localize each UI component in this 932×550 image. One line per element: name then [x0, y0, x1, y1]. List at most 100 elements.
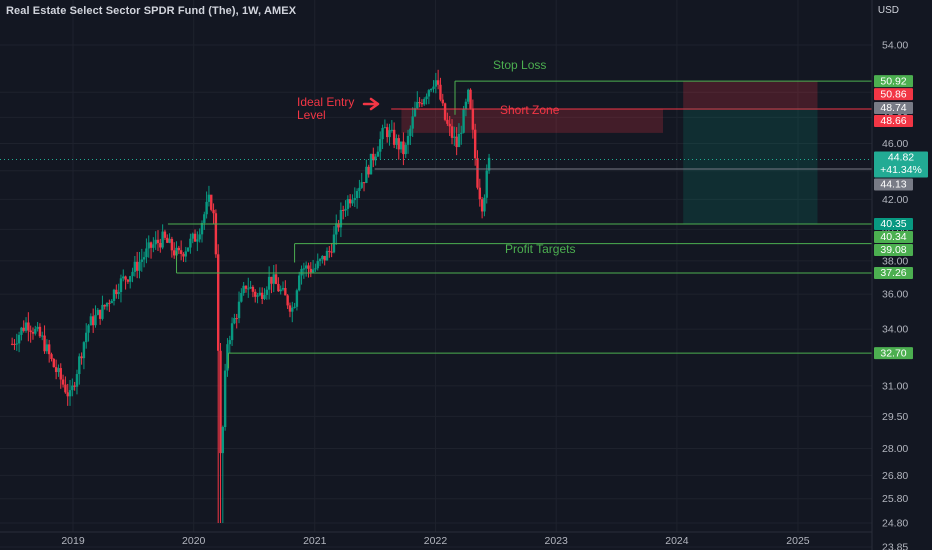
- candle-body: [367, 166, 370, 175]
- candle-body: [293, 306, 296, 308]
- y-tick-label: 31.00: [882, 380, 908, 392]
- price-label-text: 48.66: [880, 115, 906, 127]
- price-change-text: +41.34%: [880, 164, 922, 176]
- candle-body: [372, 153, 375, 161]
- candle-body: [300, 268, 303, 276]
- candle-body: [226, 344, 229, 371]
- price-label-badge: [874, 230, 913, 243]
- horizontal-lines-layer: [0, 80, 872, 369]
- candle-body: [29, 330, 32, 333]
- candle-body: [328, 250, 331, 252]
- candle-body: [59, 368, 62, 380]
- profit-targets-label: Profit Targets: [505, 242, 575, 256]
- candle-body: [24, 322, 28, 331]
- candle-body: [73, 385, 76, 387]
- candle-body: [198, 234, 201, 240]
- candle-body: [36, 326, 39, 329]
- price-label-badge: [874, 217, 913, 230]
- candle-body: [105, 302, 109, 307]
- candle-body: [323, 255, 326, 261]
- candle-body: [135, 261, 139, 271]
- candle-body: [485, 170, 488, 198]
- candle-body: [27, 322, 30, 331]
- candle-body: [455, 136, 458, 148]
- annotations-layer: Stop Loss Short Zone Ideal Entry Level P…: [297, 58, 575, 256]
- candle-body: [196, 239, 199, 242]
- candle-body: [450, 126, 454, 138]
- candle-body: [110, 300, 113, 304]
- y-tick-label: 23.85: [882, 541, 908, 550]
- candle-body: [82, 342, 86, 359]
- candle-body: [429, 88, 433, 91]
- candle-body: [108, 302, 111, 304]
- candle-body: [355, 191, 359, 199]
- candle-body: [145, 248, 148, 258]
- candle-body: [277, 283, 280, 292]
- candle-body: [216, 254, 220, 351]
- candle-body: [119, 278, 123, 293]
- price-label-text: 50.92: [880, 75, 906, 87]
- candle-body: [441, 99, 444, 104]
- candle-body: [381, 128, 384, 140]
- candle-body: [365, 166, 368, 183]
- candle-body: [115, 289, 118, 295]
- candle-body: [284, 288, 287, 296]
- candle-body: [159, 242, 162, 248]
- candle-body: [267, 276, 271, 290]
- candle-body: [362, 182, 366, 184]
- price-label-badge: [874, 75, 913, 88]
- candle-body: [307, 265, 310, 269]
- candle-body: [251, 286, 255, 292]
- candle-body: [43, 335, 46, 352]
- candle-body: [244, 285, 248, 289]
- candle-body: [471, 108, 475, 130]
- candle-body: [346, 199, 350, 209]
- x-tick-label: 2022: [424, 535, 448, 547]
- candle-body: [38, 326, 42, 337]
- candle-body: [15, 343, 18, 345]
- y-tick-label: 28.00: [882, 443, 908, 455]
- candle-body: [203, 214, 206, 223]
- candle-body: [22, 327, 25, 331]
- price-label-text: 39.08: [880, 244, 906, 256]
- candle-body: [191, 233, 194, 239]
- candle-body: [311, 269, 315, 273]
- candle-body: [339, 209, 343, 228]
- candle-body: [460, 132, 463, 134]
- price-label-badge: [874, 151, 928, 178]
- candle-body: [96, 309, 100, 315]
- price-label-text: 44.13: [880, 179, 906, 191]
- candle-body: [325, 250, 329, 261]
- candle-body: [101, 304, 104, 319]
- candle-body: [395, 138, 398, 145]
- candle-body: [351, 200, 354, 204]
- candle-body: [78, 356, 81, 375]
- candle-body: [233, 318, 236, 324]
- candle-body: [413, 108, 417, 117]
- candle-body: [17, 334, 21, 344]
- candle-body: [467, 89, 470, 102]
- price-label-text: 50.86: [880, 88, 906, 100]
- candle-body: [436, 80, 440, 85]
- candle-body: [281, 288, 285, 290]
- candle-body: [480, 199, 484, 212]
- candle-body: [439, 84, 442, 100]
- candle-body: [418, 102, 421, 104]
- candle-body: [133, 261, 137, 272]
- candle-body: [304, 265, 308, 269]
- candle-body: [94, 314, 97, 326]
- candle-body: [138, 261, 141, 271]
- ideal-entry-label-line2: Level: [297, 108, 326, 122]
- candle-body: [265, 289, 269, 295]
- y-tick-label: 54.00: [882, 40, 908, 52]
- candle-body: [126, 279, 130, 282]
- candle-body: [448, 123, 451, 127]
- candle-body: [434, 80, 438, 87]
- candle-body: [173, 250, 176, 256]
- candle-body: [112, 289, 116, 301]
- candle-body: [205, 201, 208, 215]
- candle-body: [379, 139, 382, 152]
- candle-body: [374, 156, 377, 161]
- y-tick-label: 38.00: [882, 255, 908, 267]
